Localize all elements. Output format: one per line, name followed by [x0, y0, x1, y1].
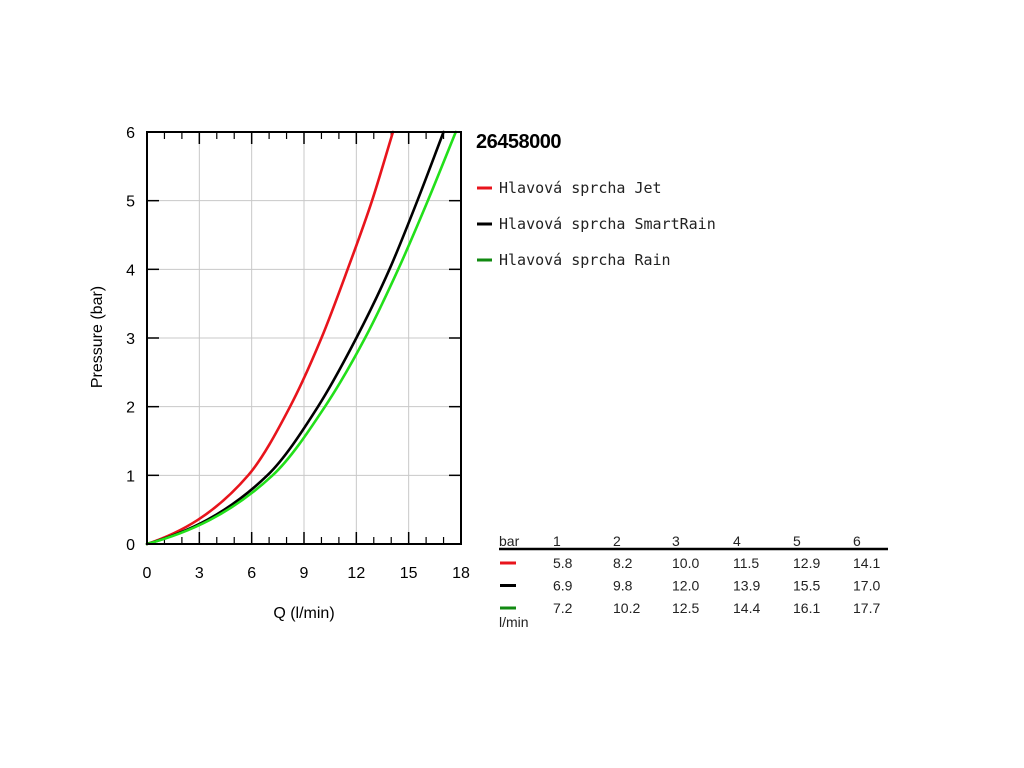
y-tick-label: 0 — [126, 537, 135, 554]
series-line-1 — [145, 130, 395, 546]
table-column-header: 5 — [793, 533, 801, 549]
x-tick-label: 18 — [452, 565, 470, 582]
y-tick-label: 6 — [126, 125, 135, 142]
x-tick-label: 12 — [347, 565, 365, 582]
series-line-2 — [145, 130, 445, 546]
y-tick-label: 2 — [126, 400, 135, 417]
table-cell: 10.0 — [672, 555, 699, 571]
x-axis-title: Q (l/min) — [273, 605, 334, 622]
y-tick-label: 4 — [126, 262, 135, 279]
table-cell: 16.1 — [793, 600, 820, 616]
table-cell: 6.9 — [553, 578, 573, 594]
table-column-header: 3 — [672, 533, 680, 549]
table-cell: 8.2 — [613, 555, 633, 571]
x-tick-label: 0 — [143, 565, 152, 582]
legend-label: Hlavová sprcha Jet — [499, 179, 662, 197]
table-column-header: 1 — [553, 533, 561, 549]
table-cell: 12.0 — [672, 578, 699, 594]
table-cell: 14.1 — [853, 555, 880, 571]
y-tick-labels: 0 1 2 3 4 5 6 — [126, 125, 135, 554]
series-line-3 — [145, 130, 458, 546]
table-footer-label: l/min — [499, 614, 529, 630]
x-tick-label: 15 — [400, 565, 418, 582]
y-tick-label: 3 — [126, 331, 135, 348]
table-header-label: bar — [499, 533, 520, 549]
table-cell: 13.9 — [733, 578, 760, 594]
y-tick-label: 5 — [126, 194, 135, 211]
table-cell: 17.7 — [853, 600, 880, 616]
product-number-title: 26458000 — [476, 131, 561, 153]
y-tick-label: 1 — [126, 468, 135, 485]
x-tick-label: 3 — [195, 565, 204, 582]
x-tick-labels: 0 3 6 9 12 15 18 — [143, 565, 470, 582]
legend-label: Hlavová sprcha Rain — [499, 251, 671, 269]
table-column-header: 6 — [853, 533, 861, 549]
x-tick-label: 9 — [300, 565, 309, 582]
plot-frame — [146, 131, 462, 545]
table-cell: 14.4 — [733, 600, 760, 616]
series-lines — [145, 130, 458, 546]
table-cell: 12.9 — [793, 555, 820, 571]
table-cell: 17.0 — [853, 578, 880, 594]
table-cell: 7.2 — [553, 600, 573, 616]
table-cell: 10.2 — [613, 600, 640, 616]
legend: Hlavová sprcha Jet Hlavová sprcha SmartRa… — [477, 179, 716, 269]
table-cell: 5.8 — [553, 555, 573, 571]
table-cell: 15.5 — [793, 578, 820, 594]
table-cell: 12.5 — [672, 600, 699, 616]
table-column-header: 2 — [613, 533, 621, 549]
table-cell: 11.5 — [733, 555, 759, 571]
grid — [146, 131, 462, 545]
table-column-header: 4 — [733, 533, 741, 549]
table-cell: 9.8 — [613, 578, 633, 594]
y-axis-title: Pressure (bar) — [89, 286, 106, 388]
value-table: bar l/min 1 2 3 4 5 6 5.8 8.2 10.0 11.5 12.9 14.1 6.… — [499, 533, 888, 630]
legend-label: Hlavová sprcha SmartRain — [499, 215, 716, 233]
x-tick-label: 6 — [247, 565, 256, 582]
